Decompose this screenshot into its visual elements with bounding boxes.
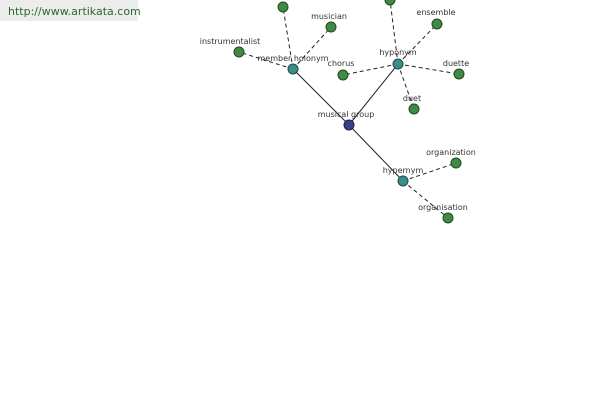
edge: [397, 63, 415, 110]
node-label[interactable]: musician: [311, 12, 347, 21]
node-label[interactable]: hyponym: [379, 48, 417, 57]
node[interactable]: [343, 119, 355, 131]
node[interactable]: [453, 68, 465, 80]
node[interactable]: [277, 1, 289, 13]
node[interactable]: [384, 0, 396, 6]
node[interactable]: [442, 212, 454, 224]
node-label[interactable]: duette: [443, 59, 469, 68]
edge: [292, 26, 332, 70]
edge: [282, 6, 294, 70]
node[interactable]: [408, 103, 420, 115]
edge: [292, 68, 350, 126]
edge: [238, 51, 294, 70]
node[interactable]: [431, 18, 443, 30]
edge: [397, 63, 460, 75]
edge: [348, 124, 404, 182]
url-box: [0, 0, 138, 21]
node-label[interactable]: ensemble: [416, 8, 455, 17]
edges: [238, 0, 460, 219]
node-label[interactable]: chorus: [328, 59, 355, 68]
edge: [402, 162, 457, 182]
node[interactable]: [397, 175, 409, 187]
url[interactable]: http://www.artikata.com: [8, 5, 141, 18]
node-label[interactable]: instrumentalist: [200, 37, 261, 46]
edge: [348, 63, 399, 126]
node-label[interactable]: member holonym: [257, 54, 328, 63]
node-label[interactable]: organization: [426, 148, 476, 157]
edge: [402, 180, 449, 219]
node[interactable]: [392, 58, 404, 70]
labels: musical group member holonym hyponym hyp…: [200, 8, 476, 212]
node[interactable]: [287, 63, 299, 75]
node-label[interactable]: organisation: [418, 203, 468, 212]
nodes: [233, 0, 465, 224]
node-label[interactable]: duet: [403, 94, 421, 103]
node-label[interactable]: musical group: [318, 110, 375, 119]
node[interactable]: [233, 46, 245, 58]
node[interactable]: [325, 21, 337, 33]
edge: [397, 23, 438, 65]
node[interactable]: [337, 69, 349, 81]
node[interactable]: [450, 157, 462, 169]
edge: [342, 63, 399, 76]
edge: [389, 0, 399, 65]
node-label[interactable]: hypernym: [383, 166, 424, 175]
